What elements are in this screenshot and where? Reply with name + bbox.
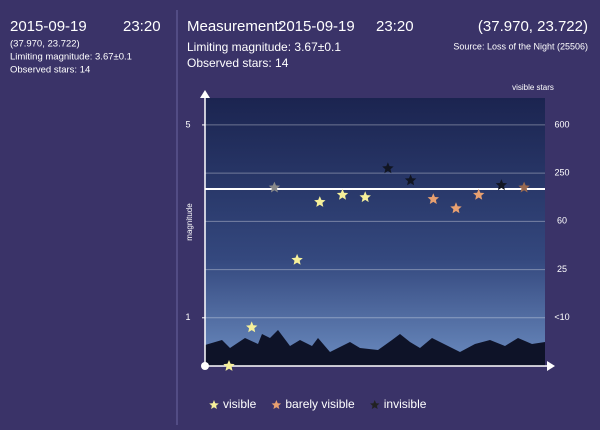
star bbox=[359, 191, 371, 203]
date: 2015-09-19 bbox=[10, 18, 87, 35]
y-axis-title: magnitude bbox=[185, 203, 194, 241]
y2-tick-label: <10 bbox=[554, 312, 569, 322]
skyline bbox=[205, 330, 545, 366]
star bbox=[268, 181, 281, 193]
y2-tick-label: 250 bbox=[554, 168, 569, 178]
date: 2015-09-19 bbox=[278, 18, 355, 35]
time: 23:20 bbox=[376, 18, 414, 35]
legend-label: invisible bbox=[384, 397, 427, 411]
x-axis-arrow bbox=[547, 361, 555, 371]
star bbox=[336, 188, 349, 200]
star bbox=[382, 162, 394, 174]
coordinates: (37.970, 23.722) bbox=[478, 18, 588, 35]
observed-stars: Observed stars: 14 bbox=[187, 56, 289, 70]
legend-label: barely visible bbox=[285, 397, 355, 411]
star bbox=[450, 202, 462, 214]
observed-stars: Observed stars: 14 bbox=[10, 65, 90, 76]
measurement-label: Measurement: bbox=[187, 18, 283, 35]
y-axis-arrow bbox=[200, 90, 210, 98]
y2-tick-label: 600 bbox=[554, 119, 569, 129]
time: 23:20 bbox=[123, 18, 161, 35]
star bbox=[427, 193, 439, 204]
plot-area bbox=[205, 98, 545, 366]
y-tick-label: 5 bbox=[185, 119, 190, 129]
y-tick-label: 1 bbox=[185, 312, 190, 322]
star bbox=[518, 181, 530, 193]
star bbox=[404, 174, 417, 186]
legend-marker bbox=[271, 400, 282, 409]
source: Source: Loss of the Night (25506) bbox=[453, 41, 588, 51]
star bbox=[223, 360, 235, 371]
coordinates: (37.970, 23.722) bbox=[10, 39, 80, 50]
star bbox=[246, 321, 258, 333]
legend-label: visible bbox=[223, 397, 257, 411]
limiting-magnitude: Limiting magnitude: 3.67±0.1 bbox=[10, 52, 132, 63]
chart: visible stars magnitude bbox=[185, 83, 554, 366]
star bbox=[314, 196, 326, 207]
legend-marker bbox=[209, 400, 219, 409]
y2-tick-label: 25 bbox=[557, 264, 567, 274]
origin bbox=[201, 362, 209, 370]
star bbox=[291, 253, 303, 265]
star bbox=[473, 188, 485, 200]
y2-tick-label: 60 bbox=[557, 216, 567, 226]
star bbox=[495, 179, 508, 191]
y2-axis-title: visible stars bbox=[512, 83, 554, 92]
limiting-magnitude: Limiting magnitude: 3.67±0.1 bbox=[187, 40, 341, 54]
legend-marker bbox=[370, 400, 380, 409]
